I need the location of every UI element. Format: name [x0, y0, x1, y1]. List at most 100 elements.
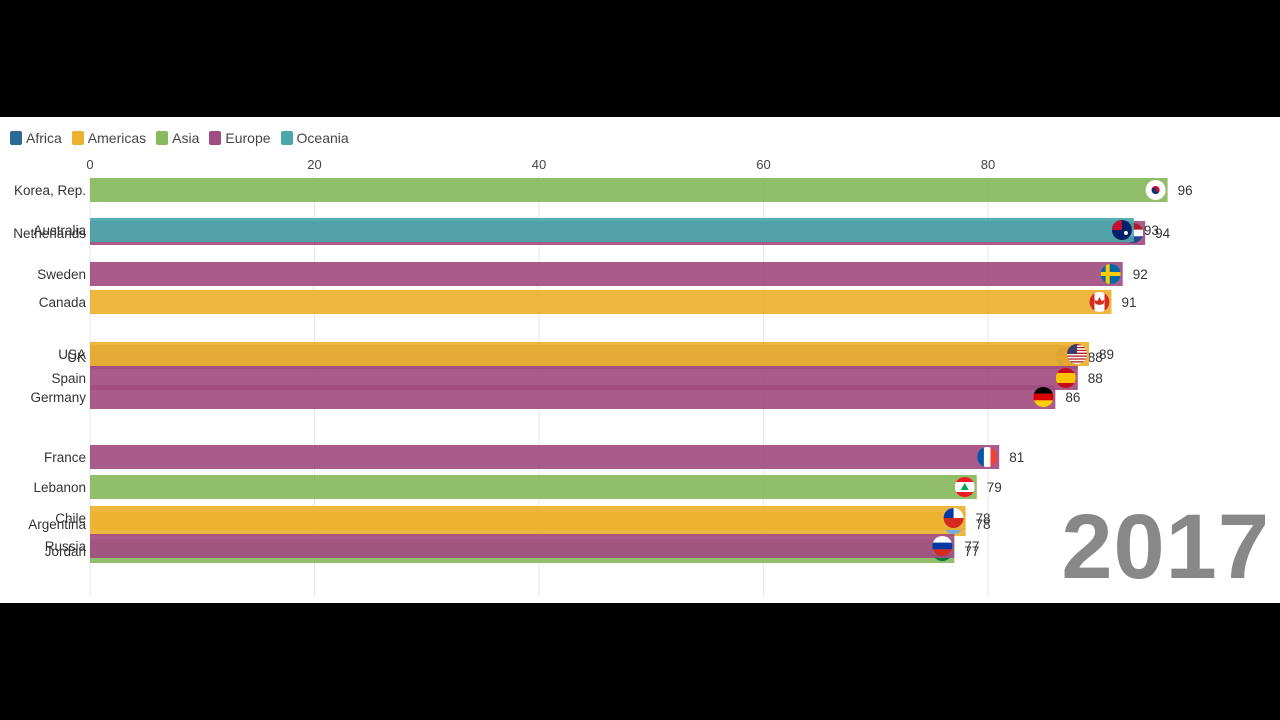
value-label: 77	[964, 539, 979, 554]
flag-part	[1094, 297, 1105, 305]
flag-part	[1105, 264, 1110, 284]
flag-icon	[1033, 387, 1054, 407]
bar-label: Russia	[45, 539, 87, 554]
legend-item-asia[interactable]: Asia	[156, 130, 199, 146]
bar	[90, 475, 977, 499]
flag-icon	[1067, 344, 1088, 364]
flag-part	[1067, 359, 1088, 362]
x-tick-label: 20	[307, 157, 321, 172]
bar	[90, 218, 1134, 242]
flag-part	[990, 447, 998, 467]
legend-label: Africa	[26, 130, 62, 146]
flag-part	[1100, 272, 1121, 276]
bar-label: Chile	[55, 511, 86, 526]
flag-icon	[932, 536, 953, 556]
flag-part	[1067, 355, 1088, 357]
flag-part	[1067, 344, 1078, 354]
legend-label: Asia	[172, 130, 200, 146]
legend: Africa Americas Asia Europe Oceania	[10, 130, 349, 146]
flag-icon	[1145, 180, 1166, 200]
legend-item-americas[interactable]: Americas	[71, 130, 147, 146]
legend-swatch	[156, 131, 169, 145]
flag-icon	[1100, 264, 1121, 284]
bar-label: Germany	[30, 390, 86, 405]
bar-label: UK	[67, 350, 86, 365]
value-label: 91	[1121, 295, 1136, 310]
value-label: 94	[1155, 226, 1171, 241]
flag-part	[932, 542, 953, 550]
flag-part	[977, 447, 984, 467]
bar-group: Korea, Rep. 96	[14, 178, 1193, 202]
x-tick-label: 60	[756, 157, 770, 172]
bar-label: Australia	[33, 223, 86, 238]
bar-label: Spain	[51, 371, 86, 386]
flag-part	[932, 536, 953, 543]
x-tick-label: 80	[981, 157, 995, 172]
bar	[90, 342, 1090, 366]
bar-label: Korea, Rep.	[14, 183, 86, 198]
value-label: 78	[976, 511, 991, 526]
legend-label: Europe	[225, 130, 271, 146]
flag-part	[983, 447, 991, 467]
value-label: 96	[1178, 183, 1193, 198]
flag-part	[1033, 387, 1054, 394]
bar-group: USA 89	[58, 342, 1114, 366]
bar	[90, 385, 1056, 409]
bar	[90, 506, 966, 530]
bar-label: Jordan	[45, 544, 86, 559]
bar-group: Chile 78	[55, 506, 991, 530]
bar	[90, 262, 1123, 286]
flag-part	[960, 483, 969, 490]
value-label: 81	[1009, 450, 1024, 465]
bar-group: Sweden 92	[37, 262, 1148, 286]
value-label: 78	[976, 517, 991, 532]
bar-group: Canada 91	[39, 290, 1137, 314]
legend-item-europe[interactable]: Europe	[209, 130, 271, 146]
flag-icon	[977, 447, 998, 467]
legend-item-africa[interactable]: Africa	[10, 130, 62, 146]
legend-swatch	[71, 131, 84, 145]
value-label: 88	[1088, 371, 1103, 386]
value-label: 93	[1144, 223, 1159, 238]
legend-item-oceania[interactable]: Oceania	[280, 130, 349, 146]
value-label: 77	[964, 544, 979, 559]
flag-part	[1089, 292, 1095, 312]
value-label: 89	[1099, 347, 1114, 362]
flag-part	[1055, 373, 1076, 383]
value-label: 88	[1088, 350, 1103, 365]
year-label: 2017	[1061, 496, 1270, 598]
flag-part	[1067, 362, 1088, 364]
flag-part	[1067, 358, 1088, 360]
flag-part	[1104, 292, 1110, 312]
legend-swatch	[280, 131, 293, 145]
flag-part	[1151, 188, 1160, 194]
flag-part	[1067, 354, 1088, 356]
bar-group: France 81	[44, 445, 1024, 469]
legend-label: Oceania	[296, 130, 349, 146]
bar	[90, 445, 1000, 469]
value-label: 79	[987, 480, 1002, 495]
bar-label: Canada	[39, 295, 87, 310]
bar-group: Lebanon 79	[33, 475, 1002, 499]
bar	[90, 178, 1168, 202]
bar-label: Argentina	[28, 517, 86, 532]
flag-icon	[1111, 220, 1132, 240]
bar	[90, 534, 955, 558]
flag-part	[1111, 220, 1122, 230]
bar-label: Lebanon	[33, 480, 86, 495]
legend-swatch	[209, 131, 222, 145]
flag-icon	[1055, 368, 1076, 388]
value-label: 92	[1133, 267, 1148, 282]
flag-part	[943, 508, 954, 518]
bar-label: France	[44, 450, 86, 465]
bar-group: Russia 77	[45, 534, 979, 558]
flag-icon	[943, 508, 964, 528]
legend-label: Americas	[87, 130, 147, 146]
legend-swatch	[10, 131, 22, 145]
flag-icon	[954, 477, 975, 497]
bar-label: Sweden	[37, 267, 86, 282]
flag-part	[1033, 393, 1054, 401]
flag-part	[932, 549, 953, 556]
flag-part	[1123, 231, 1128, 235]
